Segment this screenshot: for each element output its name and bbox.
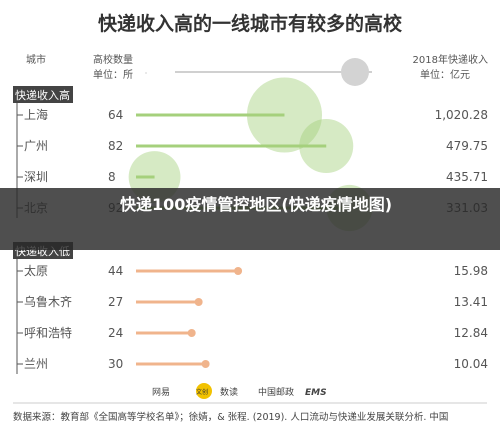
row-city: 呼和浩特 — [24, 325, 72, 340]
headline-overlay[interactable] — [0, 188, 500, 250]
logo-a-badge-bg — [196, 383, 212, 399]
row-income: 13.41 — [454, 295, 488, 309]
row-count: 64 — [108, 108, 123, 122]
header-dot: · — [145, 69, 148, 78]
col-header-count-unit: 单位：所 — [93, 68, 133, 81]
logo-d: EMS — [305, 388, 327, 398]
row-count: 27 — [108, 295, 123, 309]
row-income: 479.75 — [446, 139, 488, 153]
headline-text[interactable]: 快递100疫情管控地区(快递疫情地图) — [119, 195, 393, 214]
header-size-circle — [341, 58, 369, 86]
row-count: 44 — [108, 264, 123, 278]
logo-a-badge: 文创 — [196, 388, 208, 396]
row-city: 广州 — [24, 139, 48, 153]
col-header-income-unit: 单位：亿元 — [420, 68, 470, 81]
chart-title: 快递收入高的一线城市有较多的高校 — [98, 12, 403, 35]
col-header-income: 2018年快递收入 — [413, 53, 488, 66]
row-city: 上海 — [24, 107, 48, 122]
logo-c: 中国邮政 — [258, 386, 294, 398]
col-header-city: 城市 — [26, 53, 46, 66]
logo-b: 数读 — [220, 386, 238, 398]
data-point — [194, 298, 203, 306]
row-city: 兰州 — [24, 357, 48, 371]
row-count: 8 — [108, 170, 116, 184]
source-note: 数据来源：教育部《全国高等学校名单》；徐婧，& 张程. (2019). 人口流动… — [13, 411, 448, 423]
data-point — [234, 267, 243, 275]
logo-a: 网易 — [152, 387, 170, 398]
row-income: 1,020.28 — [435, 108, 488, 122]
data-point — [187, 329, 196, 337]
row-city: 深圳 — [24, 170, 48, 184]
row-income: 12.84 — [454, 326, 488, 340]
row-city: 太原 — [24, 263, 48, 278]
row-city: 乌鲁木齐 — [24, 294, 72, 309]
row-income: 435.71 — [446, 170, 488, 184]
row-count: 24 — [108, 326, 123, 340]
row-count: 82 — [108, 139, 123, 153]
group-label-0: 快递收入高 — [15, 88, 70, 102]
row-income: 10.04 — [454, 357, 488, 371]
row-count: 30 — [108, 357, 123, 371]
row-income: 15.98 — [454, 264, 488, 278]
group-label-bg-0 — [13, 86, 73, 103]
col-header-count: 高校数量 — [93, 53, 133, 66]
data-point — [201, 360, 210, 368]
